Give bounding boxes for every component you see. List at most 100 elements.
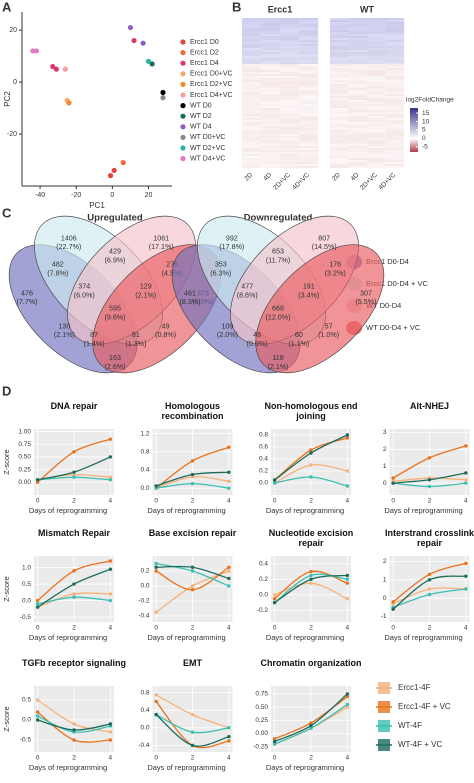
heatmap-texture (348, 26, 368, 29)
heatmap-texture (299, 34, 319, 37)
heatmap-texture (261, 76, 281, 79)
y-tick-label: 1.00 (18, 428, 31, 435)
heatmap-texture (299, 102, 319, 105)
heatmap-texture (299, 100, 319, 103)
venn-percent: (8.6%) (237, 291, 258, 299)
heatmap-texture (330, 126, 349, 129)
legend-swatch (180, 103, 186, 109)
heatmap-texture (385, 128, 405, 131)
heatmap-texture (330, 90, 349, 93)
heatmap-texture (330, 92, 349, 95)
heatmap-texture (385, 102, 405, 105)
heatmap-texture (280, 104, 300, 107)
x-tick-label: 4 (464, 498, 468, 505)
point (108, 559, 113, 563)
y-tick-label: 0.50 (255, 704, 268, 711)
heatmap-texture (348, 146, 368, 149)
heatmap-texture (242, 128, 262, 131)
heatmap-texture (242, 34, 262, 37)
venn-count: 163 (109, 354, 121, 362)
heatmap-texture (299, 104, 319, 107)
heatmap-texture (242, 76, 262, 79)
point (427, 456, 432, 460)
heatmap-texture (367, 120, 386, 123)
heatmap-texture (348, 76, 368, 79)
point (309, 475, 313, 479)
heatmap-texture (299, 20, 319, 23)
heatmap-texture (348, 148, 368, 151)
point (190, 712, 195, 717)
venn-count: 87 (90, 331, 98, 339)
venn-percent: (0.9%) (247, 340, 268, 348)
legend-label: Ercc1 D2 (190, 49, 219, 56)
x-tick-label: 4 (227, 498, 231, 505)
heatmap-texture (348, 160, 368, 163)
heatmap-texture (280, 28, 300, 31)
heatmap-texture (280, 86, 300, 89)
heatmap-texture (280, 148, 300, 151)
heatmap-texture (280, 150, 300, 153)
heatmap-texture (242, 102, 262, 105)
heatmap-texture (299, 108, 319, 111)
venn-percent: (1.4%) (84, 340, 105, 348)
point (108, 722, 113, 726)
heatmap-texture (385, 166, 405, 169)
heatmap-texture (367, 92, 386, 95)
heatmap-texture (280, 134, 300, 137)
venn-count: 668 (272, 305, 284, 313)
legend-label: Ercc1 D4+VC (190, 92, 233, 99)
heatmap-texture (261, 24, 281, 27)
venn-count: 129 (140, 283, 152, 291)
heatmap-texture (261, 110, 281, 113)
heatmap-texture (299, 72, 319, 75)
heatmap-texture (367, 78, 386, 81)
heatmap-texture (242, 26, 262, 29)
heatmap-texture (385, 74, 405, 77)
chart-title: TGFb receptor signaling (21, 658, 126, 668)
heatmap-texture (367, 108, 386, 111)
heatmap-texture (348, 58, 368, 61)
point (427, 578, 432, 582)
heatmap-texture (348, 86, 368, 89)
legend-swatch (180, 50, 186, 56)
heatmap-texture (330, 160, 349, 163)
heatmap-texture (261, 96, 281, 99)
heatmap-texture (385, 120, 405, 123)
heatmap-texture (280, 38, 300, 41)
heatmap-texture (299, 60, 319, 63)
legend-swatch (378, 701, 390, 713)
heatmap-texture (385, 20, 405, 23)
chart-title: DNA repair (50, 401, 98, 411)
heatmap-texture (242, 40, 262, 43)
heatmap-texture (367, 148, 386, 151)
heatmap-texture (330, 58, 349, 61)
y-tick-label: 0.0 (259, 592, 268, 599)
heatmap-texture (330, 128, 349, 131)
heatmap-texture (367, 140, 386, 143)
heatmap-texture (299, 74, 319, 77)
heatmap-texture (367, 46, 386, 49)
heatmap-texture (242, 132, 262, 135)
heatmap-texture (367, 158, 386, 161)
heatmap-texture (242, 150, 262, 153)
point (345, 692, 350, 696)
point (272, 737, 277, 741)
y-tick-label: 3 (383, 429, 387, 436)
point (108, 475, 113, 479)
heatmap-texture (242, 18, 262, 21)
y-tick-label: 0.4 (259, 560, 268, 567)
heatmap-texture (280, 160, 300, 163)
heatmap-texture (242, 122, 262, 125)
heatmap-texture (299, 38, 319, 41)
heatmap-texture (299, 30, 319, 33)
heatmap-texture (385, 42, 405, 45)
heatmap-texture (242, 48, 262, 51)
y-axis-label: Z-score (2, 576, 11, 601)
heatmap-texture (242, 108, 262, 111)
heatmap-texture (242, 80, 262, 83)
heatmap-texture (242, 136, 262, 139)
heatmap-texture (280, 116, 300, 119)
point (272, 593, 277, 597)
heatmap-texture (299, 50, 319, 53)
